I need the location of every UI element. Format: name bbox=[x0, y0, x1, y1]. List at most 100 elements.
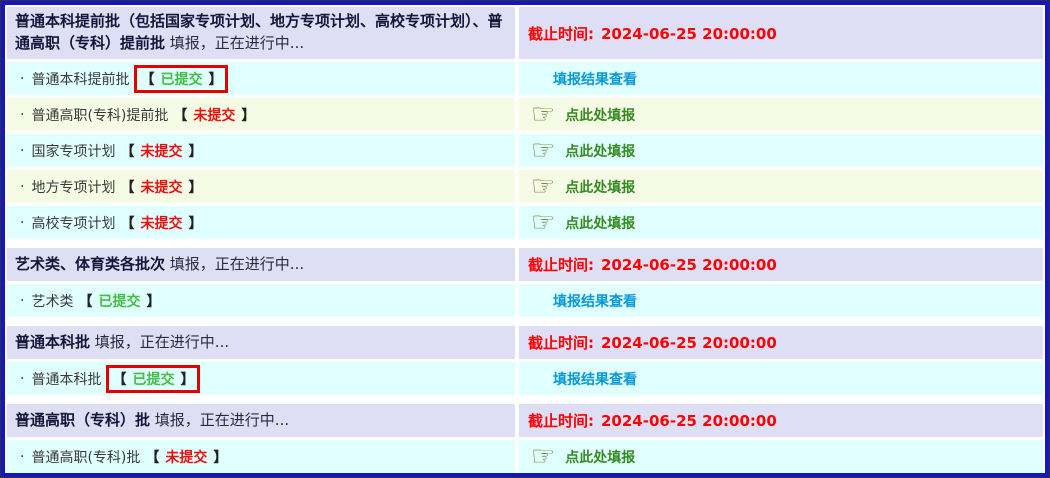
bracket-close: 】 bbox=[146, 293, 161, 310]
status-unsubmitted: 未提交 bbox=[140, 215, 183, 232]
batch-label: · 普通本科批 【 已提交 】 bbox=[7, 364, 201, 393]
action-cell: ☞ 点此处填报 bbox=[519, 134, 1043, 167]
status-wrap: 【 未提交 】 bbox=[120, 213, 202, 233]
deadline-label: 截止时间: bbox=[528, 24, 594, 43]
action-cell: ☞ 点此处填报 bbox=[519, 440, 1043, 473]
bracket-close: 】 bbox=[188, 143, 203, 160]
batch-cell: · 普通高职(专科)提前批 【 未提交 】 bbox=[7, 98, 515, 131]
batch-row: · 普通高职(专科)提前批 【 未提交 】 ☞ 点此处填报 bbox=[7, 98, 1043, 131]
section-title-rest: 填报，正在进行中... bbox=[94, 332, 230, 351]
batch-name: 高校专项计划 bbox=[31, 215, 116, 232]
bracket-open: 【 bbox=[145, 449, 160, 466]
section-title: 普通本科提前批（包括国家专项计划、地方专项计划、高校专项计划）、普通高职（专科）… bbox=[7, 9, 515, 57]
batch-row: · 艺术类 【 已提交 】 填报结果查看 bbox=[7, 284, 1043, 317]
section-title-cell: 普通高职（专科）批 填报，正在进行中... bbox=[7, 404, 515, 437]
view-results-link[interactable]: 填报结果查看 bbox=[553, 71, 637, 88]
batch-name: 国家专项计划 bbox=[31, 143, 116, 160]
deadline-value: 2024-06-25 20:00:00 bbox=[601, 334, 777, 352]
batch-row: · 高校专项计划 【 未提交 】 ☞ 点此处填报 bbox=[7, 206, 1043, 239]
action-cell: 填报结果查看 bbox=[519, 284, 1043, 317]
section-title-cell: 普通本科提前批（包括国家专项计划、地方专项计划、高校专项计划）、普通高职（专科）… bbox=[7, 7, 515, 59]
batch-label: · 普通本科提前批 【 已提交 】 bbox=[7, 64, 229, 93]
bullet: · bbox=[20, 178, 25, 195]
status-unsubmitted: 未提交 bbox=[140, 143, 183, 160]
batch-name: 普通本科批 bbox=[31, 371, 102, 388]
batch-row: · 普通本科批 【 已提交 】 填报结果查看 bbox=[7, 362, 1043, 395]
deadline-value: 2024-06-25 20:00:00 bbox=[601, 24, 777, 43]
fill-here-label: 点此处填报 bbox=[565, 143, 636, 160]
status-wrap: 【 已提交 】 bbox=[78, 291, 160, 311]
pointing-hand-icon: ☞ bbox=[531, 441, 556, 472]
bullet: · bbox=[20, 448, 25, 465]
batch-cell: · 艺术类 【 已提交 】 bbox=[7, 284, 515, 317]
deadline-cell: 截止时间: 2024-06-25 20:00:00 bbox=[519, 248, 1043, 281]
action-cell: ☞ 点此处填报 bbox=[519, 170, 1043, 203]
section-art-sports: 艺术类、体育类各批次 填报，正在进行中... 截止时间: 2024-06-25 2… bbox=[7, 248, 1043, 317]
submitted-highlight-box: 【 已提交 】 bbox=[106, 364, 201, 393]
batch-label: · 高校专项计划 【 未提交 】 bbox=[7, 213, 202, 233]
batch-label: · 普通高职(专科)批 【 未提交 】 bbox=[7, 447, 227, 467]
deadline-label: 截止时间: bbox=[528, 412, 594, 430]
batch-cell: · 国家专项计划 【 未提交 】 bbox=[7, 134, 515, 167]
view-results-link[interactable]: 填报结果查看 bbox=[553, 293, 637, 310]
bullet: · bbox=[20, 70, 25, 87]
section-title-rest: 填报，正在进行中... bbox=[169, 254, 305, 273]
view-results-link[interactable]: 填报结果查看 bbox=[553, 371, 637, 388]
batch-status-table: 普通本科提前批（包括国家专项计划、地方专项计划、高校专项计划）、普通高职（专科）… bbox=[5, 5, 1045, 473]
bracket-open: 【 bbox=[78, 293, 93, 310]
fill-here-link[interactable]: ☞ 点此处填报 bbox=[531, 101, 635, 128]
pointing-hand-icon: ☞ bbox=[531, 135, 556, 166]
section-title-bold: 艺术类、体育类各批次 bbox=[15, 254, 166, 273]
bullet: · bbox=[20, 214, 25, 231]
status-submitted: 已提交 bbox=[98, 293, 141, 310]
section-header-row: 艺术类、体育类各批次 填报，正在进行中... 截止时间: 2024-06-25 2… bbox=[7, 248, 1043, 281]
status-unsubmitted: 未提交 bbox=[193, 107, 236, 124]
status-submitted: 已提交 bbox=[132, 371, 175, 388]
bracket-open: 【 bbox=[120, 143, 135, 160]
fill-here-link[interactable]: ☞ 点此处填报 bbox=[531, 443, 635, 470]
fill-here-label: 点此处填报 bbox=[565, 179, 636, 196]
batch-cell: · 普通本科提前批 【 已提交 】 bbox=[7, 62, 515, 95]
deadline-cell: 截止时间: 2024-06-25 20:00:00 bbox=[519, 326, 1043, 359]
deadline-cell: 截止时间: 2024-06-25 20:00:00 bbox=[519, 7, 1043, 59]
deadline-cell: 截止时间: 2024-06-25 20:00:00 bbox=[519, 404, 1043, 437]
deadline: 截止时间: 2024-06-25 20:00:00 bbox=[519, 23, 777, 44]
batch-row: · 普通高职(专科)批 【 未提交 】 ☞ 点此处填报 bbox=[7, 440, 1043, 473]
fill-here-link[interactable]: ☞ 点此处填报 bbox=[531, 137, 635, 164]
section-regular-undergraduate: 普通本科批 填报，正在进行中... 截止时间: 2024-06-25 20:00:… bbox=[7, 326, 1043, 395]
status-wrap: 【 未提交 】 bbox=[173, 105, 255, 125]
deadline: 截止时间: 2024-06-25 20:00:00 bbox=[519, 332, 777, 353]
section-title-cell: 普通本科批 填报，正在进行中... bbox=[7, 326, 515, 359]
section-title: 普通本科批 填报，正在进行中... bbox=[7, 330, 237, 356]
section-title: 普通高职（专科）批 填报，正在进行中... bbox=[7, 408, 297, 434]
pointing-hand-icon: ☞ bbox=[531, 171, 556, 202]
bullet: · bbox=[20, 142, 25, 159]
batch-name: 普通高职(专科)批 bbox=[31, 449, 141, 466]
batch-label: · 国家专项计划 【 未提交 】 bbox=[7, 141, 202, 161]
batch-row: · 地方专项计划 【 未提交 】 ☞ 点此处填报 bbox=[7, 170, 1043, 203]
status-wrap: 【 未提交 】 bbox=[145, 447, 227, 467]
batch-row: · 普通本科提前批 【 已提交 】 填报结果查看 bbox=[7, 62, 1043, 95]
section-header-row: 普通本科批 填报，正在进行中... 截止时间: 2024-06-25 20:00:… bbox=[7, 326, 1043, 359]
bracket-close: 】 bbox=[188, 179, 203, 196]
status-unsubmitted: 未提交 bbox=[165, 449, 208, 466]
section-header-row: 普通高职（专科）批 填报，正在进行中... 截止时间: 2024-06-25 20… bbox=[7, 404, 1043, 437]
status-wrap: 【 未提交 】 bbox=[120, 177, 202, 197]
action-cell: 填报结果查看 bbox=[519, 362, 1043, 395]
fill-here-link[interactable]: ☞ 点此处填报 bbox=[531, 173, 635, 200]
deadline-value: 2024-06-25 20:00:00 bbox=[601, 256, 777, 274]
bracket-open: 【 bbox=[120, 215, 135, 232]
bracket-open: 【 bbox=[140, 71, 155, 88]
fill-here-label: 点此处填报 bbox=[565, 107, 636, 124]
bullet: · bbox=[20, 106, 25, 123]
deadline: 截止时间: 2024-06-25 20:00:00 bbox=[519, 410, 777, 431]
batch-name: 艺术类 bbox=[31, 293, 74, 310]
deadline: 截止时间: 2024-06-25 20:00:00 bbox=[519, 254, 777, 275]
deadline-label: 截止时间: bbox=[528, 334, 594, 352]
section-advance-batch: 普通本科提前批（包括国家专项计划、地方专项计划、高校专项计划）、普通高职（专科）… bbox=[7, 7, 1043, 239]
status-unsubmitted: 未提交 bbox=[140, 179, 183, 196]
pointing-hand-icon: ☞ bbox=[531, 99, 556, 130]
submitted-highlight-box: 【 已提交 】 bbox=[134, 64, 229, 93]
fill-here-link[interactable]: ☞ 点此处填报 bbox=[531, 209, 635, 236]
